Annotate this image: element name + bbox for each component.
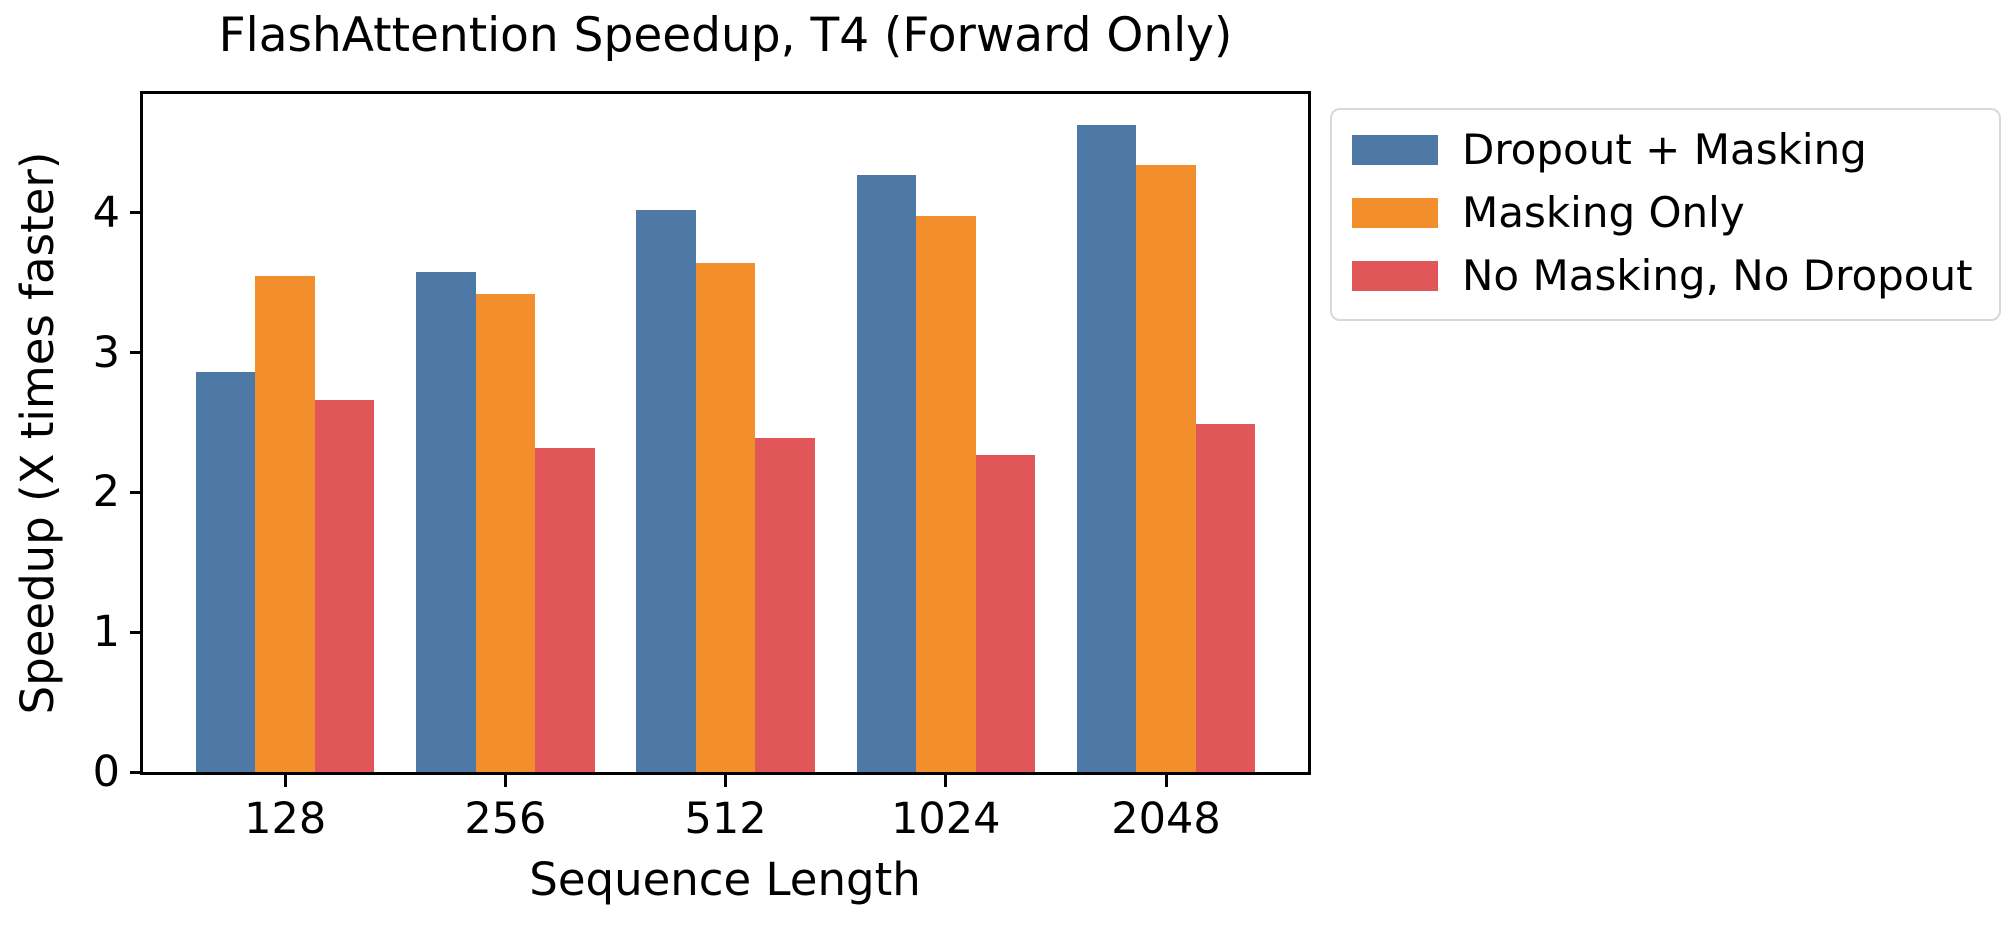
legend-row: Dropout + Masking <box>1352 125 1973 175</box>
y-tick-3 <box>130 351 143 355</box>
y-tick-0 <box>130 770 143 774</box>
y-tick-1 <box>130 630 143 634</box>
bar-dropout-masking-512 <box>636 210 696 772</box>
plot-area <box>140 91 1311 775</box>
y-tick-label-0: 0 <box>92 747 120 797</box>
legend-swatch-icon <box>1352 198 1438 228</box>
bar-no-masking-no-dropout-512 <box>755 437 815 772</box>
x-axis-label: Sequence Length <box>529 853 921 906</box>
x-tick-label-512: 512 <box>684 794 767 844</box>
x-tick-label-128: 128 <box>244 794 327 844</box>
bar-dropout-masking-256 <box>416 271 476 772</box>
bar-masking-only-2048 <box>1136 165 1196 772</box>
y-tick-label-4: 4 <box>92 187 120 238</box>
x-tick-512 <box>724 775 728 787</box>
bar-no-masking-no-dropout-256 <box>535 447 595 772</box>
y-tick-label-1: 1 <box>92 607 120 658</box>
y-tick-2 <box>130 490 143 494</box>
bar-masking-only-256 <box>475 293 536 772</box>
bar-dropout-masking-2048 <box>1076 124 1137 772</box>
legend-label: Masking Only <box>1462 188 1745 237</box>
legend-row: Masking Only <box>1352 188 1973 238</box>
y-tick-4 <box>130 211 143 215</box>
x-tick-2048 <box>1164 775 1168 787</box>
legend: Dropout + Masking Masking Only No Masking,… <box>1330 108 2001 321</box>
bar-no-masking-no-dropout-2048 <box>1195 423 1256 772</box>
y-tick-label-3: 3 <box>92 327 120 378</box>
bar-masking-only-512 <box>695 263 756 772</box>
x-tick-label-2048: 2048 <box>1111 794 1221 844</box>
legend-swatch-icon <box>1352 135 1438 165</box>
x-tick-label-1024: 1024 <box>891 794 1001 844</box>
x-tick-1024 <box>944 775 948 787</box>
legend-row: No Masking, No Dropout <box>1352 251 1973 301</box>
x-tick-256 <box>503 775 507 787</box>
bar-dropout-masking-128 <box>195 372 256 772</box>
bar-masking-only-1024 <box>916 215 976 772</box>
chart-title: FlashAttention Speedup, T4 (Forward Only… <box>218 8 1233 63</box>
legend-label: No Masking, No Dropout <box>1462 251 1973 300</box>
legend-label: Dropout + Masking <box>1462 125 1867 174</box>
y-tick-label-2: 2 <box>92 467 120 518</box>
bar-masking-only-128 <box>255 275 315 772</box>
bar-no-masking-no-dropout-128 <box>314 400 375 772</box>
legend-swatch-icon <box>1352 261 1438 291</box>
x-tick-128 <box>283 775 287 787</box>
bar-dropout-masking-1024 <box>856 175 917 772</box>
bar-no-masking-no-dropout-1024 <box>975 454 1036 772</box>
x-tick-label-256: 256 <box>464 794 547 844</box>
